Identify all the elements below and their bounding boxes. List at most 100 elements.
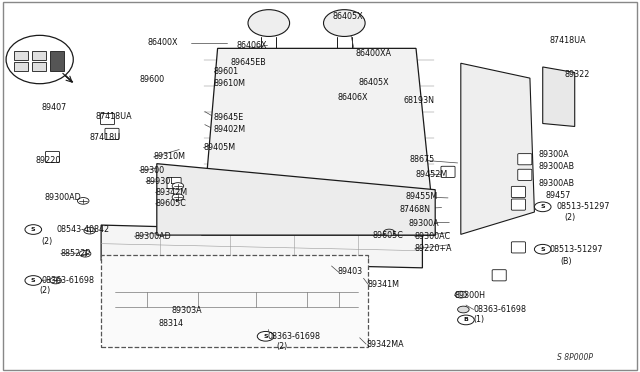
FancyBboxPatch shape — [511, 186, 525, 198]
Polygon shape — [461, 63, 534, 234]
Circle shape — [84, 227, 95, 234]
Text: 87418U: 87418U — [90, 133, 121, 142]
Ellipse shape — [324, 10, 365, 36]
Text: 87418UA: 87418UA — [96, 112, 132, 121]
FancyBboxPatch shape — [100, 113, 115, 125]
Circle shape — [172, 183, 184, 189]
Text: 08363-61698: 08363-61698 — [474, 305, 527, 314]
FancyBboxPatch shape — [167, 177, 181, 189]
Text: S: S — [31, 227, 36, 232]
Text: (2): (2) — [276, 342, 288, 351]
Text: B: B — [463, 317, 468, 323]
Text: 88314: 88314 — [159, 319, 184, 328]
Text: S 8P000P: S 8P000P — [557, 353, 593, 362]
Text: (1): (1) — [474, 315, 484, 324]
Circle shape — [458, 315, 474, 325]
Text: S: S — [540, 247, 545, 252]
Polygon shape — [202, 48, 435, 235]
Text: (2): (2) — [42, 237, 53, 246]
Text: 89452M: 89452M — [416, 170, 448, 179]
Circle shape — [458, 306, 469, 313]
Text: 86405X: 86405X — [358, 78, 389, 87]
Text: 89601: 89601 — [214, 67, 239, 76]
Text: 08363-61698: 08363-61698 — [268, 332, 321, 341]
FancyBboxPatch shape — [32, 62, 46, 71]
FancyBboxPatch shape — [14, 62, 28, 71]
Text: 89605C: 89605C — [372, 231, 403, 240]
Text: 08513-51297: 08513-51297 — [549, 245, 603, 254]
Circle shape — [77, 198, 89, 204]
Text: 89402M: 89402M — [214, 125, 246, 134]
Text: 89220: 89220 — [35, 156, 61, 165]
Text: 89930L: 89930L — [146, 177, 175, 186]
Text: 86406X: 86406X — [237, 41, 268, 50]
Circle shape — [172, 194, 184, 201]
Text: 87468N: 87468N — [400, 205, 431, 214]
Circle shape — [50, 277, 61, 284]
Text: 89310M: 89310M — [154, 153, 186, 161]
Text: 86400XA: 86400XA — [355, 49, 391, 58]
FancyBboxPatch shape — [518, 154, 532, 165]
FancyBboxPatch shape — [45, 151, 60, 163]
Circle shape — [257, 331, 274, 341]
Text: 89342MA: 89342MA — [366, 340, 404, 349]
Text: 08543-40842: 08543-40842 — [56, 225, 109, 234]
Text: 89300AB: 89300AB — [539, 179, 575, 187]
Text: 87418UA: 87418UA — [549, 36, 586, 45]
Text: 89342M: 89342M — [156, 188, 188, 197]
FancyBboxPatch shape — [105, 128, 119, 140]
Text: S: S — [263, 334, 268, 339]
Circle shape — [25, 276, 42, 285]
Text: 86400X: 86400X — [147, 38, 178, 47]
Text: 68193N: 68193N — [403, 96, 434, 105]
Text: 88522P: 88522P — [61, 249, 91, 258]
Text: 89300AD: 89300AD — [134, 232, 171, 241]
Text: 89341M: 89341M — [368, 280, 400, 289]
FancyBboxPatch shape — [32, 51, 46, 60]
FancyBboxPatch shape — [101, 255, 368, 347]
Text: 89457: 89457 — [545, 191, 571, 200]
Text: 89645E: 89645E — [214, 113, 244, 122]
Circle shape — [455, 291, 467, 298]
Text: 89300A: 89300A — [408, 219, 439, 228]
Text: S: S — [31, 278, 36, 283]
Text: 88675: 88675 — [410, 155, 435, 164]
Text: 89405M: 89405M — [204, 143, 236, 152]
FancyBboxPatch shape — [492, 270, 506, 281]
Text: 89322: 89322 — [564, 70, 590, 79]
Ellipse shape — [6, 35, 73, 84]
Text: S: S — [540, 204, 545, 209]
FancyBboxPatch shape — [511, 199, 525, 210]
Text: 86405X: 86405X — [333, 12, 364, 21]
FancyBboxPatch shape — [518, 169, 532, 180]
Polygon shape — [157, 164, 435, 235]
Text: 89300AB: 89300AB — [539, 162, 575, 171]
Text: 89300: 89300 — [140, 166, 164, 175]
Circle shape — [25, 225, 42, 234]
Text: (2): (2) — [564, 213, 576, 222]
Ellipse shape — [248, 10, 290, 36]
Circle shape — [534, 244, 551, 254]
Text: 08363-61698: 08363-61698 — [42, 276, 95, 285]
FancyBboxPatch shape — [14, 51, 28, 60]
Polygon shape — [543, 67, 575, 126]
Circle shape — [383, 229, 395, 236]
Text: 89403: 89403 — [338, 267, 363, 276]
Text: 89605C: 89605C — [156, 199, 186, 208]
Text: 08513-51297: 08513-51297 — [557, 202, 611, 211]
Text: 89300A: 89300A — [539, 150, 570, 159]
Text: 89407: 89407 — [42, 103, 67, 112]
Text: 89645EB: 89645EB — [230, 58, 266, 67]
Text: (B): (B) — [560, 257, 572, 266]
Text: 86406X: 86406X — [338, 93, 369, 102]
Polygon shape — [101, 225, 422, 268]
FancyBboxPatch shape — [511, 242, 525, 253]
Text: 89303A: 89303A — [172, 306, 202, 315]
FancyBboxPatch shape — [50, 51, 64, 71]
Text: 89455M: 89455M — [406, 192, 438, 201]
Circle shape — [79, 250, 91, 257]
Text: 89300H: 89300H — [454, 291, 485, 300]
FancyBboxPatch shape — [441, 166, 455, 177]
Text: 89600: 89600 — [140, 75, 164, 84]
Circle shape — [534, 202, 551, 212]
